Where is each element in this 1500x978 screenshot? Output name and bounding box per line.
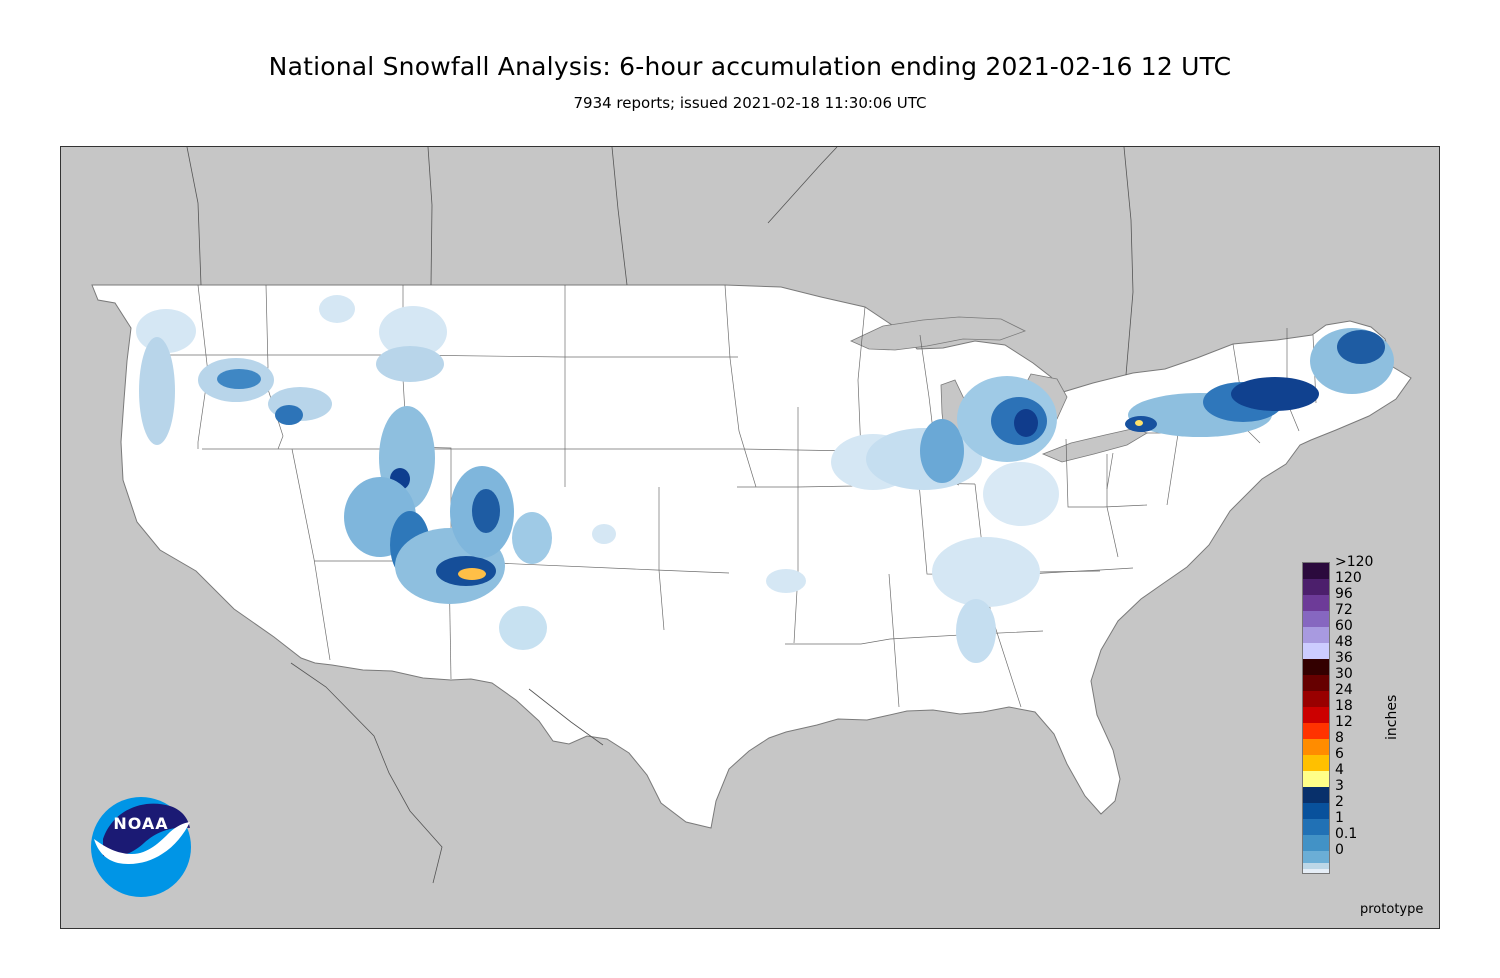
legend-fill-12 <box>1303 755 1329 771</box>
legend-fill-5 <box>1303 643 1329 659</box>
legend-fill-18 <box>1303 851 1329 863</box>
legend-label-1: 1 <box>1335 810 1344 826</box>
snowfall-legend-bar <box>1302 562 1330 874</box>
legend-label-3: 3 <box>1335 778 1344 794</box>
legend-fill-14 <box>1303 787 1329 803</box>
legend-fill-6 <box>1303 659 1329 675</box>
lake-superior <box>850 316 1027 351</box>
legend-label-18: 18 <box>1335 698 1353 714</box>
legend-label-8: 8 <box>1335 730 1344 746</box>
legend-fill-10 <box>1303 723 1329 739</box>
legend-label-72: 72 <box>1335 602 1353 618</box>
legend-fill-3 <box>1303 611 1329 627</box>
legend-fill-2 <box>1303 595 1329 611</box>
snowfall-overlays <box>136 295 1394 663</box>
international-boundaries <box>186 147 1134 884</box>
legend-label-0-1: 0.1 <box>1335 826 1358 842</box>
legend-label-120: 120 <box>1335 570 1362 586</box>
legend-label-4: 4 <box>1335 762 1344 778</box>
legend-unit-label: inches <box>1384 694 1400 740</box>
legend-fill-8 <box>1303 691 1329 707</box>
legend-label-96: 96 <box>1335 586 1353 602</box>
noaa-logo: NOAA <box>90 796 192 898</box>
legend-fill-1 <box>1303 579 1329 595</box>
legend-fill-20 <box>1303 869 1329 873</box>
noaa-emblem-icon <box>91 797 191 897</box>
snowfall-map[interactable] <box>60 146 1440 929</box>
legend-label-0: 0 <box>1335 842 1344 858</box>
legend-label-2: 2 <box>1335 794 1344 810</box>
legend-label-12: 12 <box>1335 714 1353 730</box>
legend-label-60: 60 <box>1335 618 1353 634</box>
map-subtitle: 7934 reports; issued 2021-02-18 11:30:06… <box>573 94 927 112</box>
map-canvas <box>61 147 1439 928</box>
legend-fill-4 <box>1303 627 1329 643</box>
legend-fill-0 <box>1303 563 1329 579</box>
legend-label-24: 24 <box>1335 682 1353 698</box>
legend-fill-16 <box>1303 819 1329 835</box>
legend-fill-17 <box>1303 835 1329 851</box>
legend-fill-11 <box>1303 739 1329 755</box>
legend-label-30: 30 <box>1335 666 1353 682</box>
legend-label-gt120: >120 <box>1335 554 1374 570</box>
map-title: National Snowfall Analysis: 6-hour accum… <box>268 52 1232 81</box>
prototype-label: prototype <box>1360 902 1424 917</box>
legend-fill-13 <box>1303 771 1329 787</box>
noaa-logo-text: NOAA <box>113 814 169 833</box>
legend-fill-9 <box>1303 707 1329 723</box>
legend-label-6: 6 <box>1335 746 1344 762</box>
legend-fill-19 <box>1303 863 1329 869</box>
legend-label-36: 36 <box>1335 650 1353 666</box>
legend-label-48: 48 <box>1335 634 1353 650</box>
legend-fill-7 <box>1303 675 1329 691</box>
legend-fill-15 <box>1303 803 1329 819</box>
